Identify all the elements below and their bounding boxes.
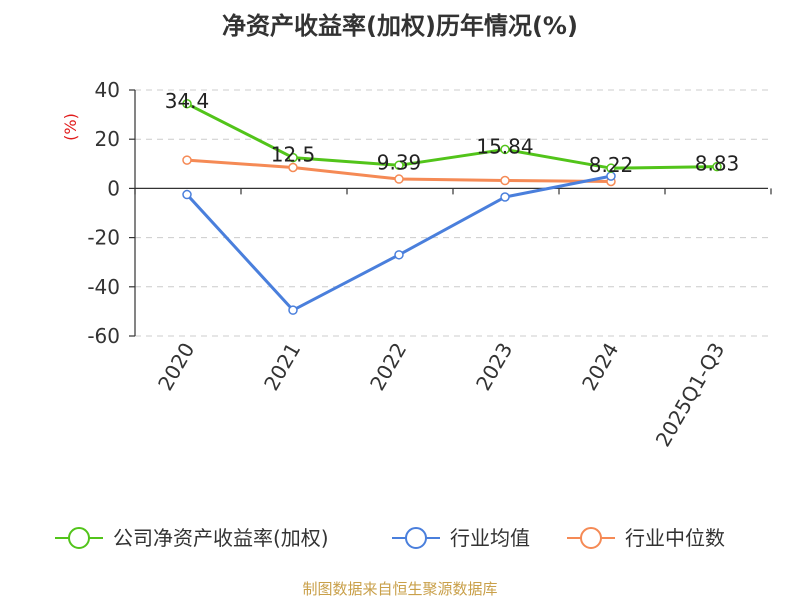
data-point: [394, 250, 404, 260]
y-tick-label: -40: [87, 275, 120, 299]
legend-label: 行业均值: [450, 526, 530, 550]
y-tick-label: 40: [95, 78, 120, 102]
data-point: [288, 305, 298, 315]
data-label: 34.4: [165, 89, 210, 113]
data-point: [182, 189, 192, 200]
legend: 公司净资产收益率(加权) 行业均值 行业中位数: [55, 526, 725, 550]
data-point: [394, 160, 404, 171]
y-axis-label: (%): [61, 113, 80, 141]
y-tick-label: 20: [95, 127, 120, 151]
data-point: [288, 152, 298, 163]
series-line-0: [186, 102, 718, 170]
data-point: [288, 162, 298, 173]
x-tick-label: 2023: [471, 339, 517, 395]
legend-label: 行业中位数: [625, 526, 725, 550]
data-point: [500, 175, 510, 186]
source-note: 制图数据来自恒生聚源数据库: [302, 580, 497, 598]
series-lines: [182, 99, 722, 315]
data-label: 12.5: [271, 143, 316, 167]
y-tick-label: -60: [87, 324, 120, 348]
x-tick-label: 2024: [577, 339, 623, 395]
legend-label: 公司净资产收益率(加权): [113, 526, 329, 550]
data-point: [182, 99, 192, 109]
data-label: 15.84: [476, 134, 533, 158]
x-tick-label: 2021: [259, 339, 305, 395]
data-point: [500, 192, 510, 202]
y-tick-label: -20: [87, 226, 120, 250]
data-point: [182, 155, 192, 165]
data-point: [394, 174, 404, 184]
y-tick-label: 0: [107, 176, 120, 200]
x-tick-label: 2020: [153, 339, 199, 395]
x-tick-label: 2025Q1-Q3: [651, 339, 730, 451]
data-point: [712, 161, 722, 172]
chart-title: 净资产收益率(加权)历年情况(%): [222, 12, 578, 40]
legend-marker: [580, 527, 602, 549]
axes: [129, 89, 772, 337]
data-label: 8.83: [695, 152, 740, 176]
legend-marker: [405, 527, 427, 549]
series-line-1: [185, 174, 612, 312]
data-point: [500, 144, 510, 155]
x-tick-labels: 2020 2021 2022 2023 2024 2025Q1-Q3: [153, 339, 729, 451]
legend-marker: [68, 527, 90, 549]
x-tick-label: 2022: [365, 339, 411, 395]
data-labels: 34.4 12.5 9.39 15.84 8.22 8.83: [165, 89, 740, 177]
data-point: [606, 163, 616, 173]
data-label: 8.22: [589, 153, 634, 177]
data-label: 9.39: [377, 150, 422, 174]
y-tick-labels: 40 20 0 -20 -40 -60: [87, 78, 120, 348]
